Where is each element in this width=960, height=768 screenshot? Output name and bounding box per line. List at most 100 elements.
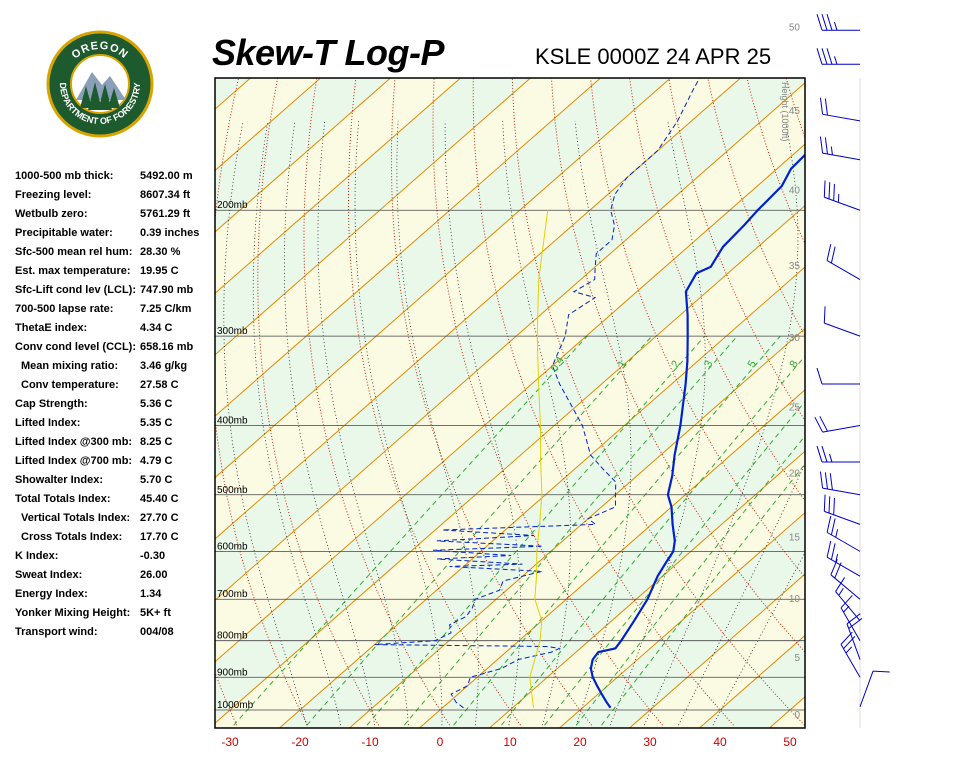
- stat-value: 45.40 C: [140, 493, 179, 505]
- plot-frame: [214, 77, 806, 729]
- stat-row: Lifted Index @700 mb: 4.79 C: [15, 453, 210, 472]
- stat-row: Precipitable water: 0.39 inches: [15, 225, 210, 244]
- stat-label: Freezing level:: [15, 189, 92, 201]
- dry-adiabat: [629, 78, 805, 502]
- isotherm-band: [215, 78, 251, 110]
- stat-label: Cross Totals Index:: [21, 531, 123, 543]
- stat-row: Freezing level: 8607.34 ft: [15, 187, 210, 206]
- stat-row: Lifted Index @300 mb: 8.25 C: [15, 434, 210, 453]
- stat-value: 747.90 mb: [140, 284, 194, 296]
- stat-label: K Index:: [15, 550, 59, 562]
- wind-barb: [835, 577, 861, 621]
- parcel-line: [529, 210, 549, 708]
- stat-row: Vertical Totals Index: 27.70 C: [15, 510, 210, 529]
- wind-barb-full: [816, 48, 823, 65]
- wind-barb-full: [824, 472, 828, 490]
- stat-value: 5761.29 ft: [140, 208, 191, 220]
- dry-adiabat: [707, 78, 805, 337]
- stat-row: Conv cond level (CCL): 658.16 mb: [15, 339, 210, 358]
- isotherm-line: [215, 78, 531, 356]
- stat-row: Energy Index: 1.34: [15, 586, 210, 605]
- diagram-labels: 200mb 300mb 400mb 500mb 600mb 700mb 800mb 900mb…: [217, 23, 801, 721]
- stat-row: Sfc-500 mean rel hum: 28.30 %: [15, 244, 210, 263]
- height-tick-label: 50: [789, 23, 801, 34]
- mixing-ratio-label: 8: [787, 359, 800, 370]
- stat-value: 19.95 C: [140, 265, 179, 277]
- temperature-tick-label: -10: [361, 735, 379, 749]
- height-tick-label: 45: [789, 106, 801, 117]
- wind-barb-staff: [859, 670, 874, 708]
- wind-barb: [826, 244, 861, 280]
- mixing-ratio-label: 2: [669, 359, 682, 370]
- stat-row: Wetbulb zero: 5761.29 ft: [15, 206, 210, 225]
- height-axis-label: Height (1000ft): [780, 82, 790, 142]
- temperature-tick-label: 20: [573, 735, 587, 749]
- wind-barb-full: [821, 14, 828, 31]
- wind-barb-staff: [840, 607, 861, 641]
- height-tick-label: 10: [789, 594, 801, 605]
- wind-barb-half: [834, 56, 838, 65]
- oregon-forestry-logo: OREGON DEPARTMENT OF FORESTRY: [46, 30, 154, 138]
- isotherm-line: [215, 78, 461, 294]
- mixing-ratio-line: [575, 435, 805, 726]
- mixing-ratio-label: 5: [746, 359, 759, 370]
- wind-barb: [816, 48, 860, 65]
- wind-barb: [840, 631, 861, 678]
- stat-value: 1.34: [140, 588, 162, 600]
- stat-value: 5.35 C: [140, 417, 173, 429]
- isotherm-line: [629, 573, 805, 728]
- stat-label: Lifted Index:: [15, 417, 81, 429]
- stat-value: 27.70 C: [140, 512, 179, 524]
- isotherm-line: [215, 204, 805, 724]
- isotherm-band: [215, 78, 805, 601]
- wind-barb-full: [828, 182, 831, 199]
- stat-label: Mean mixing ratio:: [21, 360, 119, 372]
- stat-value: 5492.00 m: [140, 170, 193, 182]
- wind-barb: [816, 367, 860, 385]
- stat-label: 1000-500 mb thick:: [15, 170, 114, 182]
- stat-label: Wetbulb zero:: [15, 208, 88, 220]
- wind-barb: [826, 540, 861, 577]
- wind-barb: [859, 670, 890, 708]
- wind-barb-staff: [826, 531, 861, 552]
- stat-row: K Index: -0.30: [15, 548, 210, 567]
- stat-row: Est. max temperature: 19.95 C: [15, 263, 210, 282]
- chart-title: Skew-T Log-P: [212, 32, 445, 73]
- wind-barb-full: [816, 445, 823, 463]
- wind-barb-staff: [826, 556, 861, 577]
- wind-barb: [816, 14, 860, 31]
- wind-barb-full: [840, 595, 853, 609]
- wind-barb-full: [830, 543, 836, 560]
- height-tick-label: 20: [789, 469, 801, 480]
- temperature-tick-label: -30: [221, 735, 239, 749]
- stat-value: 0.39 inches: [140, 227, 200, 239]
- stat-row: 700-500 lapse rate: 7.25 C/km: [15, 301, 210, 320]
- stat-label: Sfc-Lift cond lev (LCL):: [15, 284, 136, 296]
- wind-barb-staff: [826, 260, 861, 280]
- stability-index-panel: 1000-500 mb thick: 5492.00 m Freezing leve…: [15, 168, 210, 643]
- wind-barb-half: [845, 646, 853, 654]
- stat-label: 700-500 lapse rate:: [15, 303, 114, 315]
- wind-barb: [814, 416, 861, 433]
- wind-barb-full: [823, 494, 826, 512]
- mixing-ratio-label: 1: [616, 359, 629, 370]
- isobar-label: 300mb: [217, 326, 248, 337]
- stat-value: 8.25 C: [140, 436, 173, 448]
- wind-barb-half: [837, 193, 840, 203]
- stat-row: Yonker Mixing Height: 5K+ ft: [15, 605, 210, 624]
- stat-value: 26.00: [140, 569, 168, 581]
- stat-row: Total Totals Index: 45.40 C: [15, 491, 210, 510]
- temperature-tick-label: -20: [291, 735, 309, 749]
- wind-barb: [816, 445, 860, 463]
- wind-barb: [823, 494, 861, 525]
- wind-barb-full: [872, 670, 890, 673]
- stat-value: 27.58 C: [140, 379, 179, 391]
- stat-label: Cap Strength:: [15, 398, 88, 410]
- stat-label: Lifted Index @700 mb:: [15, 455, 133, 467]
- stat-value: 5K+ ft: [140, 607, 171, 619]
- wind-barb-staff: [830, 574, 861, 600]
- wind-barb-full: [826, 515, 832, 533]
- isotherm-line: [839, 78, 960, 728]
- wind-barb-full: [814, 416, 824, 433]
